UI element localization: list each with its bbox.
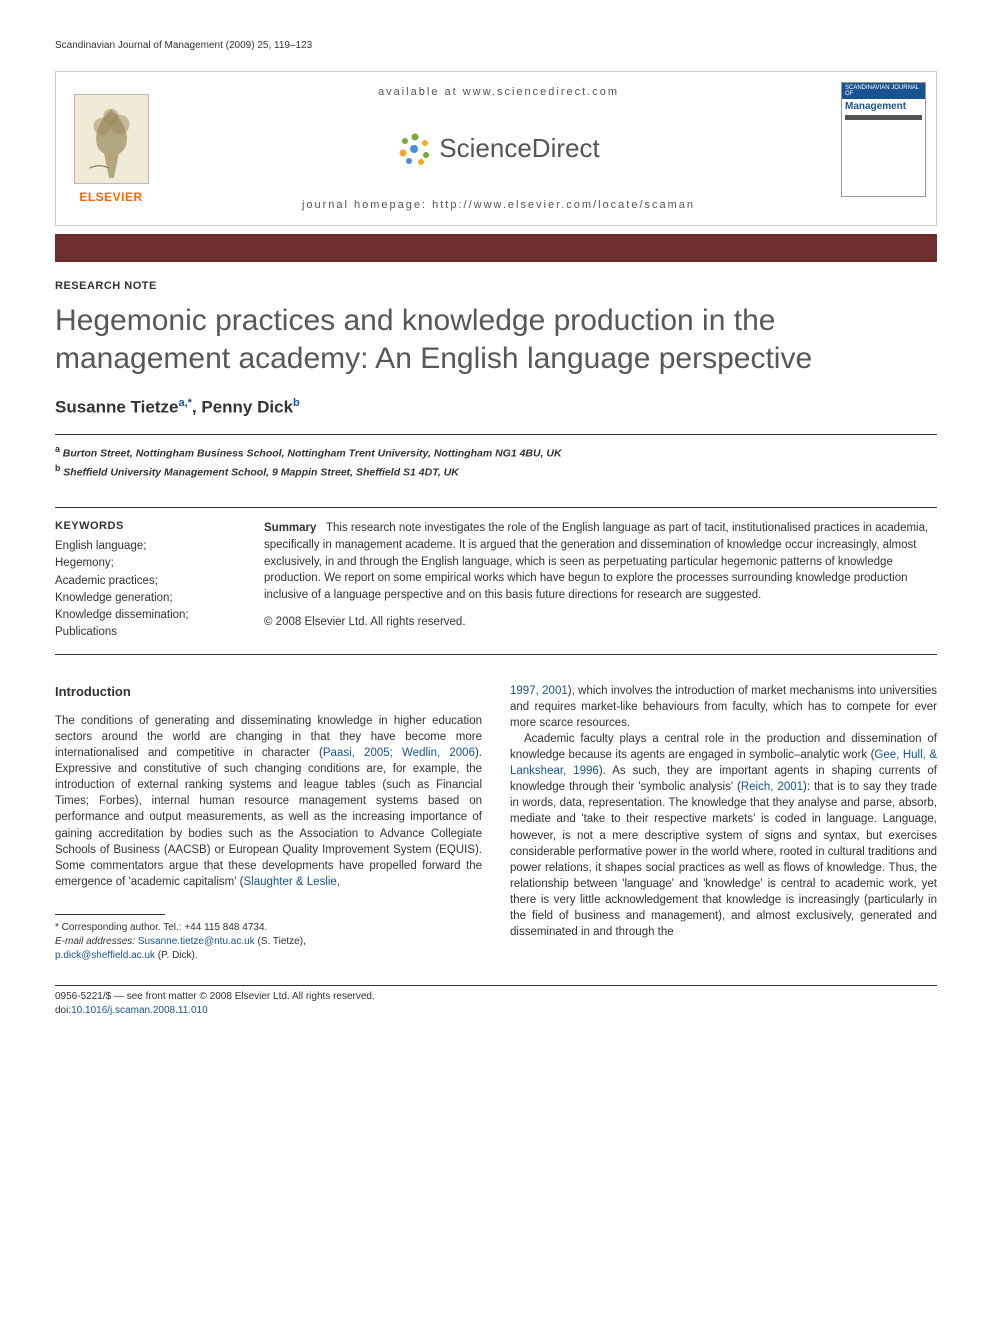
keywords-heading: KEYWORDS [55,520,240,532]
text-run: ), which involves the introduction of ma… [510,685,937,729]
summary-copyright: © 2008 Elsevier Ltd. All rights reserved… [264,614,937,631]
summary-column: Summary This research note investigates … [264,520,937,642]
summary-text: This research note investigates the role… [264,522,928,601]
author-2: Penny Dick [201,398,293,417]
author-sep: , [192,398,201,417]
affiliation-a: Burton Street, Nottingham Business Schoo… [63,447,562,459]
keywords-column: KEYWORDS English language; Hegemony; Aca… [55,520,240,642]
elsevier-tree-icon [74,94,149,184]
author-2-sup: b [293,397,300,409]
email-who: (S. Tietze), [255,936,306,947]
body-columns: Introduction The conditions of generatin… [55,683,937,963]
citation[interactable]: Paasi, 2005; Wedlin, 2006 [323,747,475,759]
affiliation-rule [55,434,937,435]
text-run: ). Expressive and constitutive of such c… [55,747,482,888]
running-header: Scandinavian Journal of Management (2009… [55,40,937,51]
bottom-info: 0956-5221/$ — see front matter © 2008 El… [55,990,937,1018]
sciencedirect-icon [397,131,433,167]
citation[interactable]: Reich, 2001 [741,781,803,793]
email-label: E-mail addresses: [55,936,135,947]
email-link[interactable]: Susanne.tietze@ntu.ac.uk [138,936,255,947]
front-matter-line: 0956-5221/$ — see front matter © 2008 El… [55,990,937,1004]
abstract-block: KEYWORDS English language; Hegemony; Aca… [55,507,937,655]
section-heading: Introduction [55,683,482,701]
citation[interactable]: 1997, 2001 [510,685,568,697]
email-link[interactable]: p.dick@sheffield.ac.uk [55,950,155,961]
doi-label: doi: [55,1005,71,1016]
cover-banner: SCANDINAVIAN JOURNAL OF [842,83,925,99]
cover-thumbnail: SCANDINAVIAN JOURNAL OF Management [841,82,926,197]
cover-title: Management [842,99,925,114]
keywords-list: English language; Hegemony; Academic pra… [55,538,240,642]
text-run: ): that is to say they trade in words, d… [510,781,937,938]
elsevier-logo: ELSEVIER [56,72,166,225]
doi-link[interactable]: 10.1016/j.scaman.2008.11.010 [71,1005,208,1016]
email-who: (P. Dick). [155,950,198,961]
citation[interactable]: Slaughter & Leslie, [243,876,340,888]
corresponding-author: * Corresponding author. Tel.: +44 115 84… [55,921,482,935]
color-bar [55,234,937,262]
article-title: Hegemonic practices and knowledge produc… [55,302,937,377]
affiliation-b: Sheffield University Management School, … [63,466,459,478]
summary-label: Summary [264,522,316,534]
affiliations: a Burton Street, Nottingham Business Sch… [55,443,937,482]
article-type: RESEARCH NOTE [55,280,937,292]
footnotes: * Corresponding author. Tel.: +44 115 84… [55,921,482,963]
paragraph: 1997, 2001), which involves the introduc… [510,683,937,731]
body-col-right: 1997, 2001), which involves the introduc… [510,683,937,963]
cover-sub [845,115,922,120]
paragraph: The conditions of generating and dissemi… [55,713,482,890]
text-run: Academic faculty plays a central role in… [510,733,937,761]
journal-homepage: journal homepage: http://www.elsevier.co… [302,199,695,211]
author-1-sup: a, [178,397,187,409]
journal-cover: SCANDINAVIAN JOURNAL OF Management [831,72,936,225]
sciencedirect-wordmark: ScienceDirect [439,133,599,164]
footnote-rule [55,914,165,915]
paragraph: Academic faculty plays a central role in… [510,731,937,940]
sciencedirect-logo: ScienceDirect [397,131,599,167]
author-1: Susanne Tietze [55,398,178,417]
masthead-center: available at www.sciencedirect.com Scien… [166,72,831,225]
masthead: ELSEVIER available at www.sciencedirect.… [55,71,937,226]
elsevier-wordmark: ELSEVIER [79,190,142,204]
body-col-left: Introduction The conditions of generatin… [55,683,482,963]
available-at: available at www.sciencedirect.com [378,86,619,98]
authors: Susanne Tietzea,*, Penny Dickb [55,397,937,418]
bottom-rule [55,985,937,986]
